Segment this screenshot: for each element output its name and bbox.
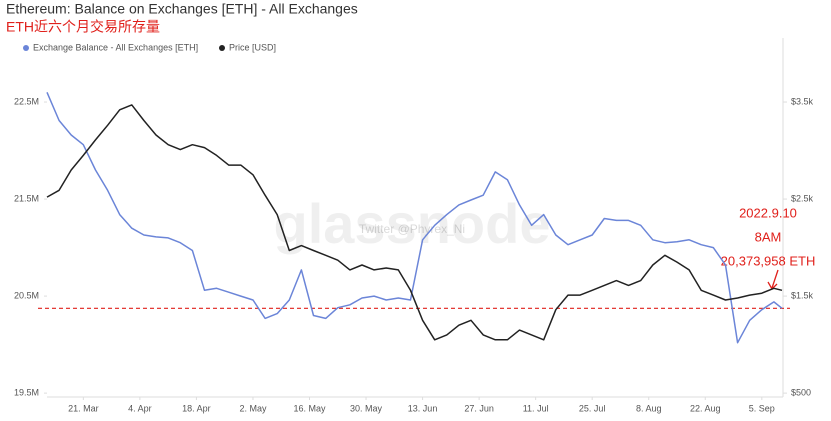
x-tick-label: 25. Jul bbox=[579, 403, 606, 413]
x-tick-label: 13. Jun bbox=[408, 403, 438, 413]
x-tick-label: 5. Sep bbox=[749, 403, 775, 413]
x-tick-label: 22. Aug bbox=[690, 403, 721, 413]
x-tick-label: 18. Apr bbox=[182, 403, 211, 413]
y2-tick-label: $1.5k bbox=[791, 290, 814, 300]
x-tick-label: 16. May bbox=[293, 403, 326, 413]
watermark: Twitter @Phyrex_Ni bbox=[359, 222, 465, 236]
x-tick-label: 4. Apr bbox=[128, 403, 152, 413]
y-tick-label: 22.5M bbox=[14, 96, 39, 106]
x-tick-label: 2. May bbox=[239, 403, 267, 413]
watermark: glassnode bbox=[274, 192, 551, 255]
x-tick-label: 30. May bbox=[350, 403, 383, 413]
legend-marker bbox=[23, 45, 29, 51]
y2-tick-label: $500 bbox=[791, 387, 811, 397]
annotation: 8AM bbox=[755, 229, 782, 244]
y-tick-label: 20.5M bbox=[14, 290, 39, 300]
legend-label: Exchange Balance - All Exchanges [ETH] bbox=[33, 42, 198, 52]
chart-subtitle: ETH近六个月交易所存量 bbox=[6, 19, 160, 35]
x-tick-label: 8. Aug bbox=[636, 403, 662, 413]
y2-tick-label: $2.5k bbox=[791, 193, 814, 203]
y2-tick-label: $3.5k bbox=[791, 96, 814, 106]
legend-label: Price [USD] bbox=[229, 42, 276, 52]
chart-title: Ethereum: Balance on Exchanges [ETH] - A… bbox=[6, 1, 358, 17]
series-line bbox=[46, 92, 783, 344]
x-tick-label: 11. Jul bbox=[523, 403, 549, 413]
annotation: 20,373,958 ETH bbox=[721, 253, 816, 268]
x-tick-label: 27. Jun bbox=[464, 403, 494, 413]
annotation-arrow bbox=[767, 269, 779, 291]
annotation: 2022.9.10 bbox=[739, 205, 797, 220]
legend-marker bbox=[219, 45, 225, 51]
x-tick-label: 21. Mar bbox=[68, 403, 99, 413]
series-line bbox=[46, 104, 783, 341]
y-tick-label: 21.5M bbox=[14, 193, 39, 203]
y-tick-label: 19.5M bbox=[14, 387, 39, 397]
